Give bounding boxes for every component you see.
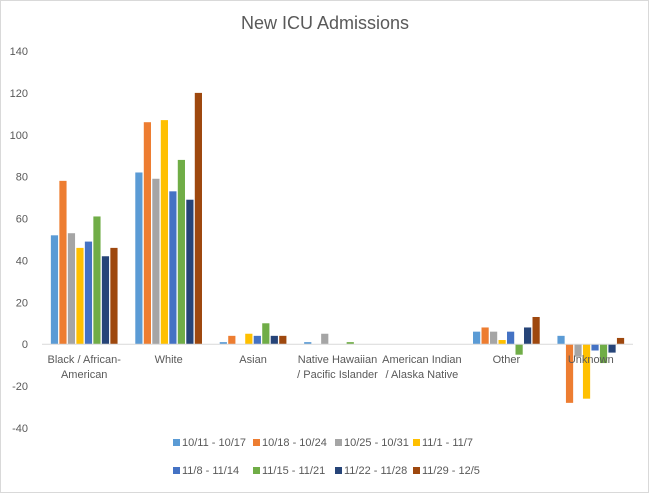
legend-swatch	[253, 467, 260, 474]
legend-swatch	[335, 467, 342, 474]
y-tick-label: 140	[10, 46, 28, 58]
legend-swatch	[253, 439, 260, 446]
bar	[481, 327, 489, 345]
legend-label: 11/29 - 12/5	[422, 465, 480, 477]
bar	[608, 344, 616, 353]
bar	[219, 342, 227, 345]
y-tick-label: 0	[22, 339, 28, 351]
bar	[59, 180, 67, 345]
legend-label: 11/22 - 11/28	[344, 465, 407, 477]
legend-label: 11/15 - 11/21	[262, 465, 325, 477]
y-axis-tick-labels: -40 -20 0 20 40 60 80 100 120 140	[10, 46, 28, 435]
bar	[67, 233, 76, 345]
y-tick-label: -20	[12, 381, 28, 393]
category-label: Unknown	[568, 354, 614, 366]
legend-swatch	[413, 439, 420, 446]
category-label: Black / African-American	[48, 354, 122, 381]
bar	[565, 344, 574, 403]
bar	[135, 172, 143, 345]
bar	[152, 178, 160, 345]
y-tick-label: 60	[16, 214, 28, 226]
category-label: Other	[493, 354, 521, 366]
legend-swatch	[173, 439, 180, 446]
bar-series-group	[50, 92, 625, 403]
y-tick-label: 100	[10, 130, 28, 142]
category-labels: Black / African-American White Asian Native…	[48, 354, 614, 381]
y-tick-label: -40	[12, 423, 28, 435]
bar	[270, 335, 278, 345]
bar	[84, 241, 93, 345]
bar	[279, 335, 287, 345]
bar	[304, 342, 312, 345]
bar	[591, 344, 599, 351]
bar	[321, 333, 329, 345]
legend: 10/11 - 10/17 10/18 - 10/24 10/25 - 10/31 1…	[173, 437, 480, 477]
category-label: Native Hawaiian / Pacific Islander	[297, 354, 378, 381]
bar	[93, 216, 101, 345]
bar	[160, 120, 168, 345]
legend-label: 11/8 - 11/14	[182, 465, 239, 477]
bar	[228, 335, 236, 345]
bar	[177, 159, 185, 345]
bar	[616, 337, 625, 345]
y-tick-label: 40	[16, 255, 28, 267]
bar	[143, 122, 151, 345]
chart-title: New ICU Admissions	[241, 13, 409, 33]
bar	[498, 340, 506, 345]
legend-label: 10/25 - 10/31	[344, 437, 409, 449]
legend-swatch	[173, 467, 180, 474]
bar	[346, 342, 354, 345]
bar	[76, 247, 84, 345]
legend-label: 10/11 - 10/17	[182, 437, 246, 449]
y-tick-label: 120	[10, 88, 28, 100]
bar	[101, 256, 110, 345]
bar	[186, 199, 194, 345]
bar	[582, 344, 591, 399]
legend-swatch	[413, 467, 420, 474]
bar	[110, 247, 118, 345]
bar	[599, 344, 608, 364]
y-tick-label: 20	[16, 297, 28, 309]
bar	[253, 335, 261, 345]
bar	[524, 327, 532, 345]
bar	[490, 331, 498, 345]
bar	[50, 235, 59, 345]
legend-swatch	[335, 439, 342, 446]
legend-label: 10/18 - 10/24	[262, 437, 327, 449]
bar	[574, 344, 582, 357]
category-label: American Indian / Alaska Native	[382, 354, 462, 381]
y-tick-label: 80	[16, 172, 28, 184]
bar	[557, 335, 565, 345]
category-label: White	[155, 354, 183, 366]
bar	[169, 191, 177, 345]
bar	[194, 92, 202, 345]
bar	[245, 333, 253, 345]
bar	[473, 331, 481, 345]
bar	[532, 316, 540, 345]
category-label: Asian	[239, 354, 267, 366]
bar	[262, 323, 270, 345]
bar	[515, 344, 523, 355]
bar	[507, 331, 515, 345]
legend-label: 11/1 - 11/7	[422, 437, 473, 449]
